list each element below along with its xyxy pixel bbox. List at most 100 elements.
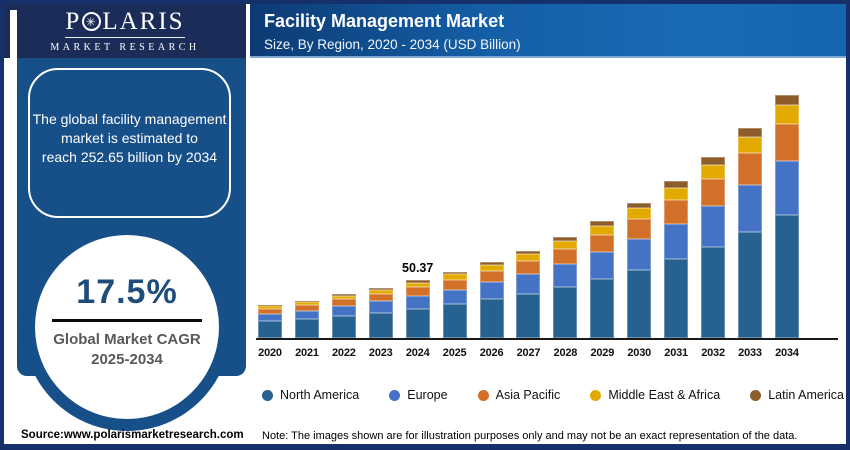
legend-label: Asia Pacific [495,388,561,402]
bar-column-2029: 2029 [590,62,615,359]
bar-segment-asia-pacific [664,200,689,224]
bar-segment-latin-america [442,271,467,275]
bar-segment-latin-america [627,202,652,209]
bar-segment-latin-america [331,293,356,296]
bar-column-2024: 50.37 2024 [402,62,433,359]
cagr-circle: 17.5% Global Market CAGR 2025-2034 [35,235,219,419]
bar-segment-north-america [442,304,467,338]
bar-segment-north-america [368,312,393,338]
x-tick-2022: 2022 [332,347,356,359]
bar-segment-europe [664,223,689,259]
bar-segment-asia-pacific [294,305,319,311]
bar-column-2031: 2031 [664,62,689,359]
bar-segment-europe [331,305,356,316]
bar-segment-asia-pacific [553,248,578,265]
bar-segment-middle-east-africa [627,208,652,219]
bar-segment-middle-east-africa [664,188,689,201]
x-tick-2020: 2020 [258,347,282,359]
bar-segment-latin-america [368,287,393,291]
logo-text-laris: LARIS [102,8,185,35]
bar-segment-latin-america [516,250,541,255]
bar-segment-latin-america [479,261,504,265]
bar-column-2027: 2027 [516,62,541,359]
bar-segment-europe [516,274,541,294]
bar-segment-asia-pacific [590,234,615,253]
cagr-label-line1: Global Market CAGR [53,331,201,348]
cagr-value: 17.5% [76,273,178,311]
bar-segment-europe [479,282,504,300]
legend-label: Europe [407,388,448,402]
x-tick-2031: 2031 [664,347,688,359]
bar-column-2032: 2032 [701,62,726,359]
summary-line-3: reach 252.65 billion by 2034 [41,149,218,165]
bar-segment-europe [258,313,282,322]
cagr-divider [52,319,202,322]
x-tick-2030: 2030 [627,347,652,359]
polaris-logo: P ✳ LARIS [65,8,185,38]
compass-star-icon: ✳ [82,12,102,31]
bar-segment-middle-east-africa [737,137,762,154]
bar-segment-middle-east-africa [442,274,467,280]
bar-segment-latin-america [664,181,689,189]
bar-segment-latin-america [737,128,762,138]
bar-segment-europe [627,239,652,270]
bar-segment-north-america [331,315,356,338]
legend-dot-icon [262,389,273,401]
bar-segment-asia-pacific [774,124,799,161]
bar-segment-asia-pacific [258,308,282,314]
bar-segment-asia-pacific [331,299,356,306]
bar-column-2020: 2020 [258,62,282,359]
bar-segment-middle-east-africa [258,305,282,309]
bar-segment-latin-america [405,280,430,283]
x-tick-2027: 2027 [516,347,541,359]
cagr-label-line2: 2025-2034 [91,351,163,368]
bar-column-2026: 2026 [479,62,504,359]
bar-column-2033: 2033 [737,62,762,359]
x-tick-2034: 2034 [775,347,799,359]
bar-segment-north-america [479,299,504,338]
bar-segment-latin-america [701,156,726,165]
x-axis-line [256,338,838,340]
bar-segment-asia-pacific [442,279,467,290]
bar-segment-europe [701,205,726,247]
legend-item-asia-pacific: Asia Pacific [477,388,561,402]
bar-segment-north-america [590,278,615,338]
bar-segment-europe [737,184,762,232]
page-title: Facility Management Market [264,11,505,31]
bar-segment-asia-pacific [516,261,541,275]
bar-segment-middle-east-africa [331,295,356,300]
legend-label: Middle East & Africa [608,388,721,402]
bar-segment-middle-east-africa [294,302,319,306]
logo-subtitle: MARKET RESEARCH [50,42,200,53]
legend-item-middle-east-africa: Middle East & Africa [590,388,720,402]
bar-segment-latin-america [774,95,799,106]
legend-label: Latin America [768,388,844,402]
bar-segment-north-america [516,294,541,338]
legend-dot-icon [590,389,602,401]
legend-dot-icon [750,389,762,401]
bar-segment-europe [368,301,393,313]
bar-segment-europe [405,295,430,309]
legend-dot-icon [389,389,401,401]
note-text: Note: The images shown are for illustrat… [262,430,798,442]
legend-item-latin-america: Latin America [750,388,844,402]
bar-segment-asia-pacific [701,178,726,206]
logo-text-p: P [65,8,82,35]
bar-segment-north-america [258,321,282,338]
logo-panel: P ✳ LARIS MARKET RESEARCH [4,4,246,58]
summary-line-2: market is estimated to [61,130,198,146]
summary-line-1: The global facility management [32,111,227,127]
bar-segment-north-america [701,246,726,338]
legend-dot-icon [477,389,489,401]
bar-segment-middle-east-africa [479,264,504,271]
bar-segment-middle-east-africa [368,290,393,294]
summary-message-box: The global facility management market is… [28,68,231,218]
legend-label: North America [280,388,360,402]
x-tick-2026: 2026 [479,347,504,359]
bar-segment-north-america [774,215,799,338]
stacked-bar-plot: 2020 2021 2022 2023 50.37 2024 2025 2026 2027 202… [258,62,799,359]
legend-item-north-america: North America [262,388,359,402]
star-glyph: ✳ [85,14,98,29]
bar-segment-europe [774,160,799,216]
